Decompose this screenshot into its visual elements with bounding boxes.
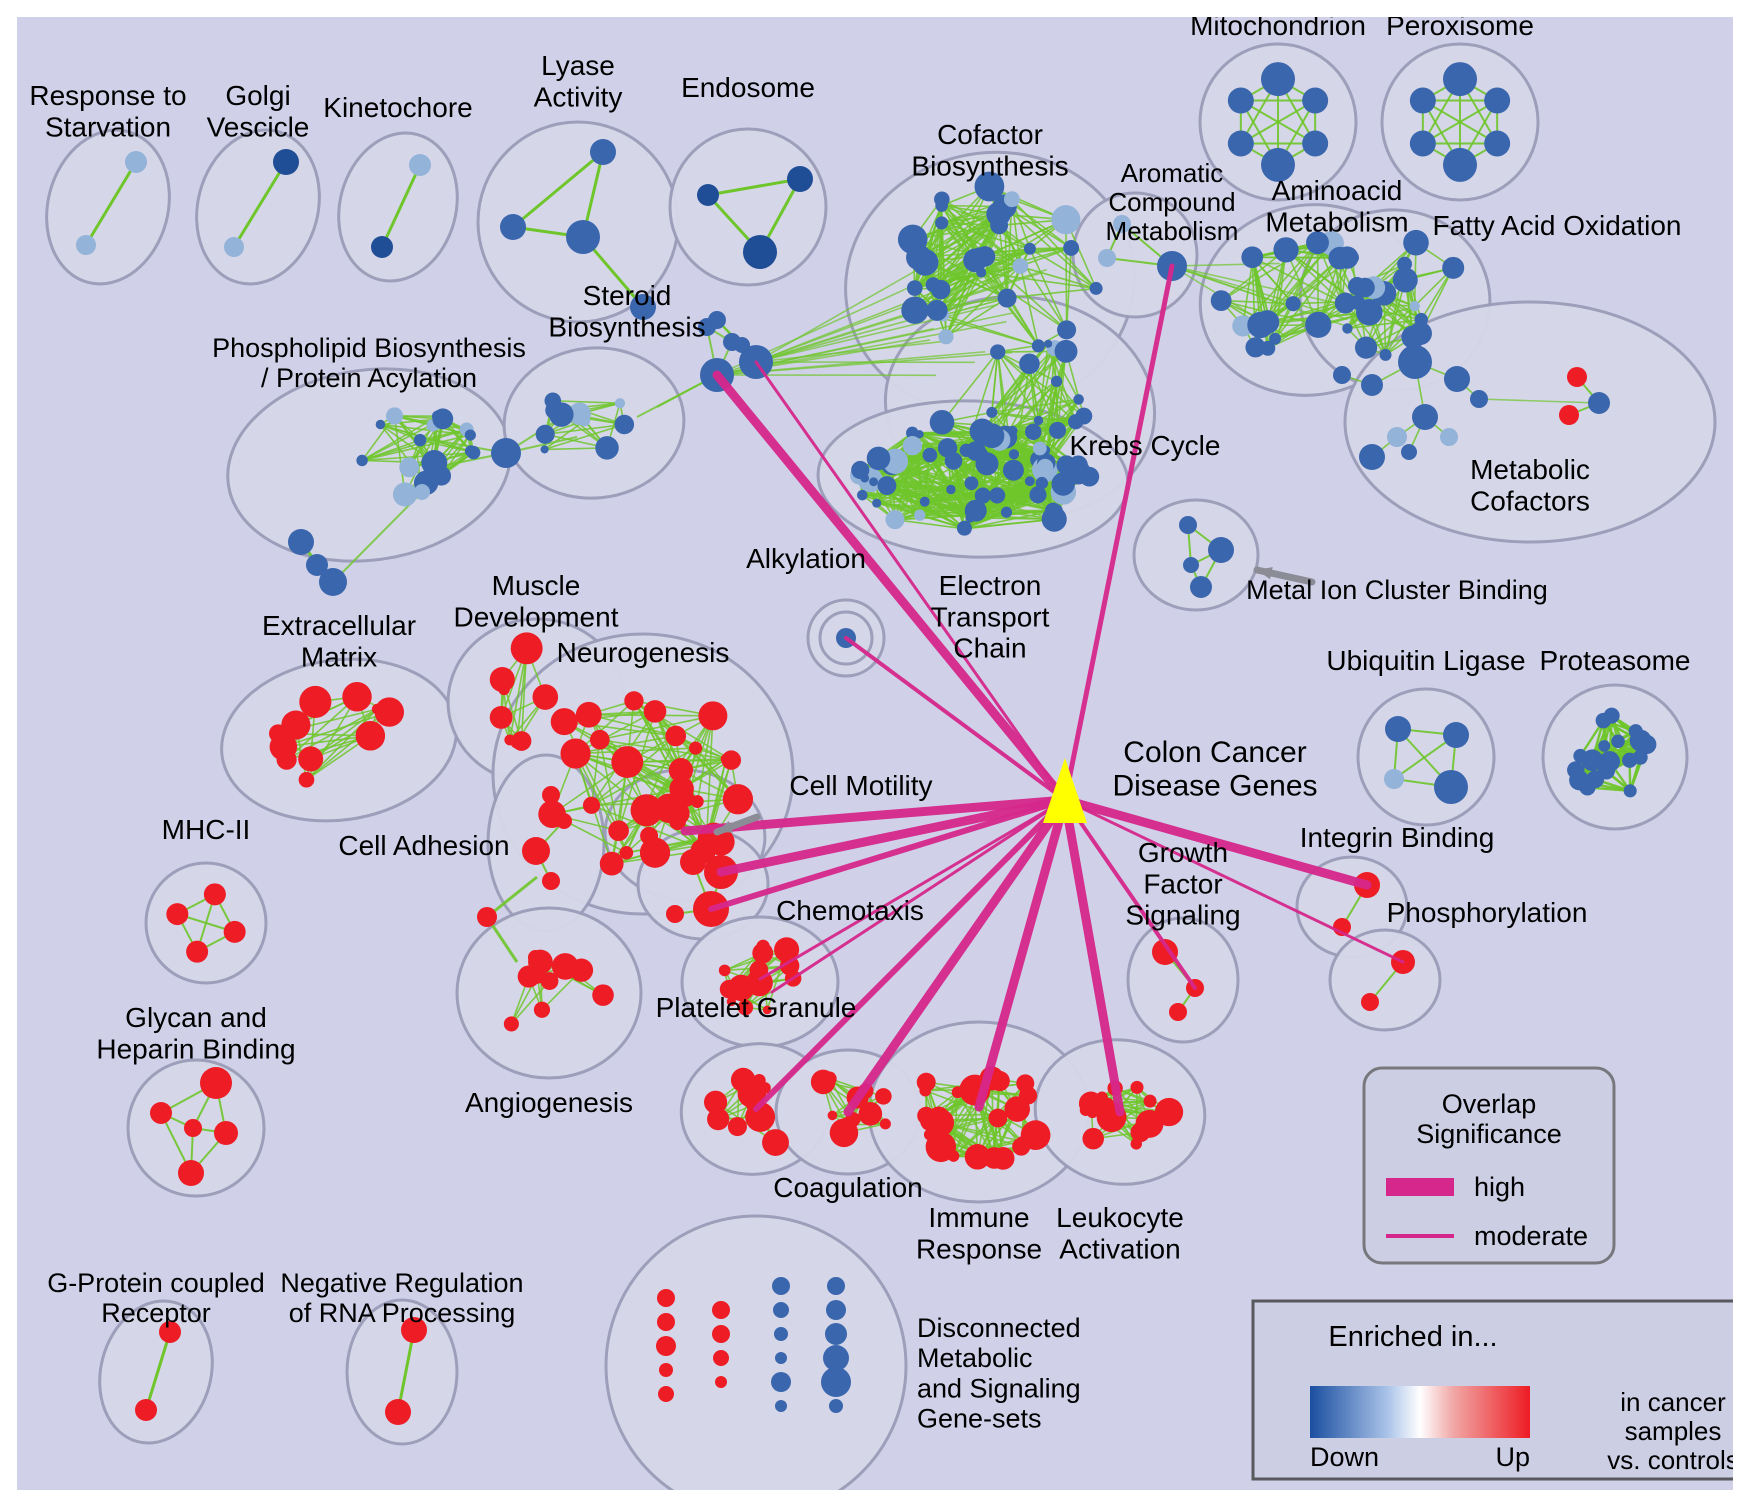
svg-text:Neurogenesis: Neurogenesis — [557, 637, 730, 668]
svg-text:Integrin Binding: Integrin Binding — [1300, 822, 1495, 853]
svg-text:MHC-II: MHC-II — [162, 814, 251, 845]
svg-text:Chemotaxis: Chemotaxis — [776, 895, 924, 926]
svg-text:Coagulation: Coagulation — [773, 1172, 922, 1203]
svg-text:Metal Ion Cluster Binding: Metal Ion Cluster Binding — [1246, 575, 1548, 605]
svg-text:Fatty Acid Oxidation: Fatty Acid Oxidation — [1432, 210, 1681, 241]
svg-text:Enriched in...: Enriched in... — [1328, 1321, 1497, 1353]
svg-text:Alkylation: Alkylation — [746, 543, 866, 574]
svg-text:Angiogenesis: Angiogenesis — [465, 1087, 633, 1118]
svg-text:Cell Motility: Cell Motility — [789, 770, 932, 801]
svg-text:Down: Down — [1310, 1442, 1379, 1472]
svg-text:Proteasome: Proteasome — [1540, 645, 1691, 676]
svg-text:Ubiquitin Ligase: Ubiquitin Ligase — [1326, 645, 1525, 676]
svg-text:Endosome: Endosome — [681, 72, 815, 103]
svg-text:Kinetochore: Kinetochore — [323, 92, 472, 123]
svg-text:moderate: moderate — [1474, 1221, 1588, 1251]
svg-text:Cell Adhesion: Cell Adhesion — [338, 830, 509, 861]
svg-text:Peroxisome: Peroxisome — [1386, 17, 1534, 41]
svg-text:Krebs Cycle: Krebs Cycle — [1070, 430, 1221, 461]
svg-text:Phosphorylation: Phosphorylation — [1387, 897, 1588, 928]
svg-text:Mitochondrion: Mitochondrion — [1190, 17, 1366, 41]
svg-text:high: high — [1474, 1172, 1525, 1202]
svg-text:Up: Up — [1495, 1442, 1530, 1472]
svg-text:Platelet Granule: Platelet Granule — [656, 992, 857, 1023]
